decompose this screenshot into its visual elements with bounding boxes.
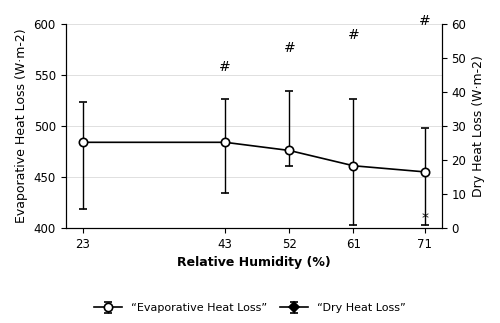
Text: #: # <box>220 60 231 74</box>
Y-axis label: Dry Heat Loss (W·m-2): Dry Heat Loss (W·m-2) <box>472 55 485 197</box>
Text: #: # <box>419 14 430 28</box>
Text: #: # <box>348 28 360 42</box>
Text: *: * <box>421 211 428 225</box>
Legend: “Evaporative Heat Loss”, “Dry Heat Loss”: “Evaporative Heat Loss”, “Dry Heat Loss” <box>90 298 410 318</box>
X-axis label: Relative Humidity (%): Relative Humidity (%) <box>177 256 330 269</box>
Text: #: # <box>284 41 295 55</box>
Y-axis label: Evaporative Heat Loss (W·m-2): Evaporative Heat Loss (W·m-2) <box>15 29 28 223</box>
